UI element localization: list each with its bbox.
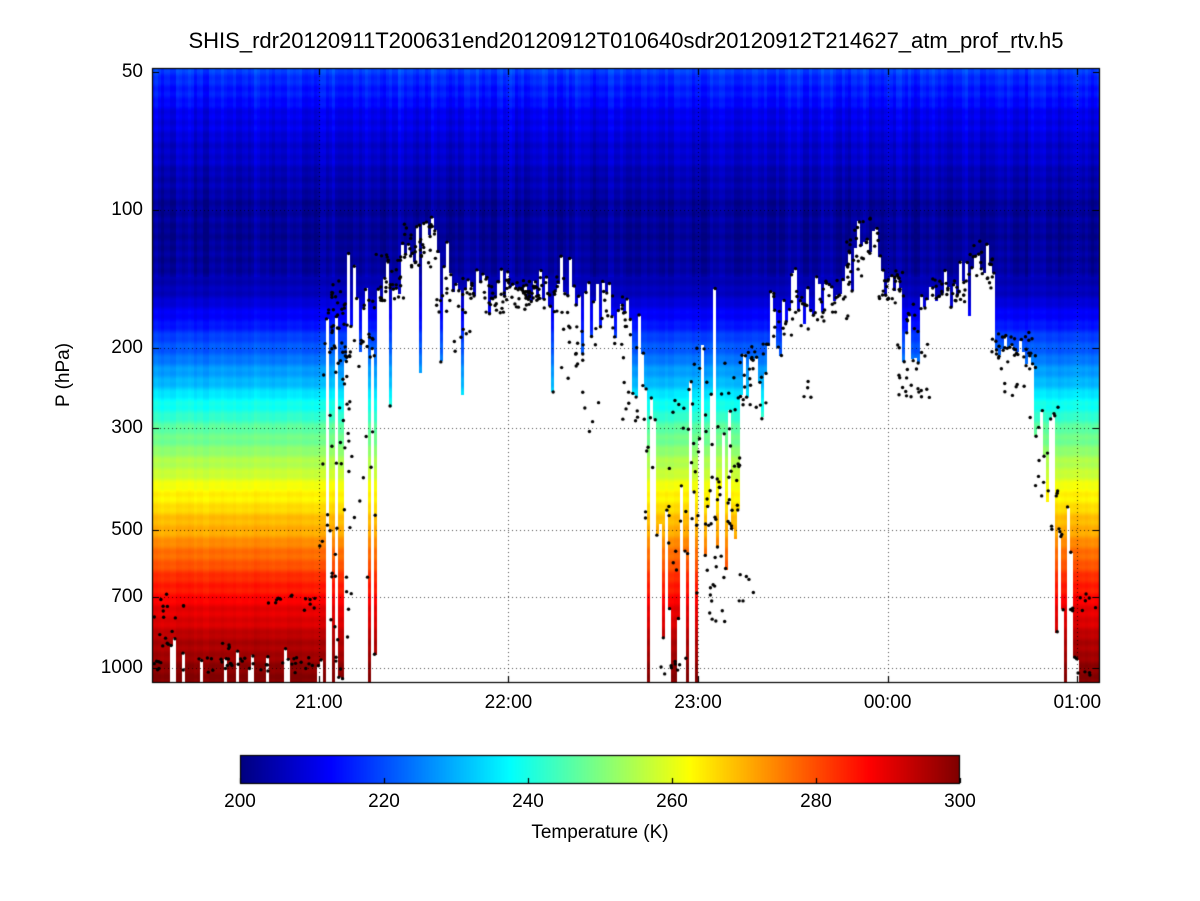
y-tick-label: 500 — [111, 518, 143, 540]
chart-title: SHIS_rdr20120911T200631end20120912T01064… — [188, 28, 1064, 53]
x-tick-label: 00:00 — [863, 692, 912, 713]
y-axis-label: P (hPa) — [53, 342, 74, 408]
colorbar-tick-label: 280 — [800, 791, 832, 812]
y-tick-label: 50 — [121, 61, 143, 83]
y-tick-label: 700 — [111, 585, 143, 607]
colorbar-tick-label: 260 — [656, 791, 688, 812]
y-tick-label: 100 — [111, 198, 143, 220]
colorbar-label: Temperature (K) — [531, 822, 669, 843]
x-tick-label: 21:00 — [295, 692, 343, 713]
colorbar-tick-label: 200 — [224, 791, 256, 812]
colorbar-tick-label: 220 — [368, 791, 400, 812]
colorbar-tick-label: 240 — [512, 791, 544, 812]
y-tick-label: 1000 — [100, 656, 143, 678]
colorbar-tick-label: 300 — [944, 791, 976, 812]
x-tick-label: 01:00 — [1053, 692, 1102, 713]
x-tick-label: 23:00 — [674, 692, 722, 713]
y-tick-label: 300 — [111, 417, 143, 439]
y-tick-label: 200 — [111, 336, 143, 358]
x-tick-label: 22:00 — [484, 692, 533, 713]
